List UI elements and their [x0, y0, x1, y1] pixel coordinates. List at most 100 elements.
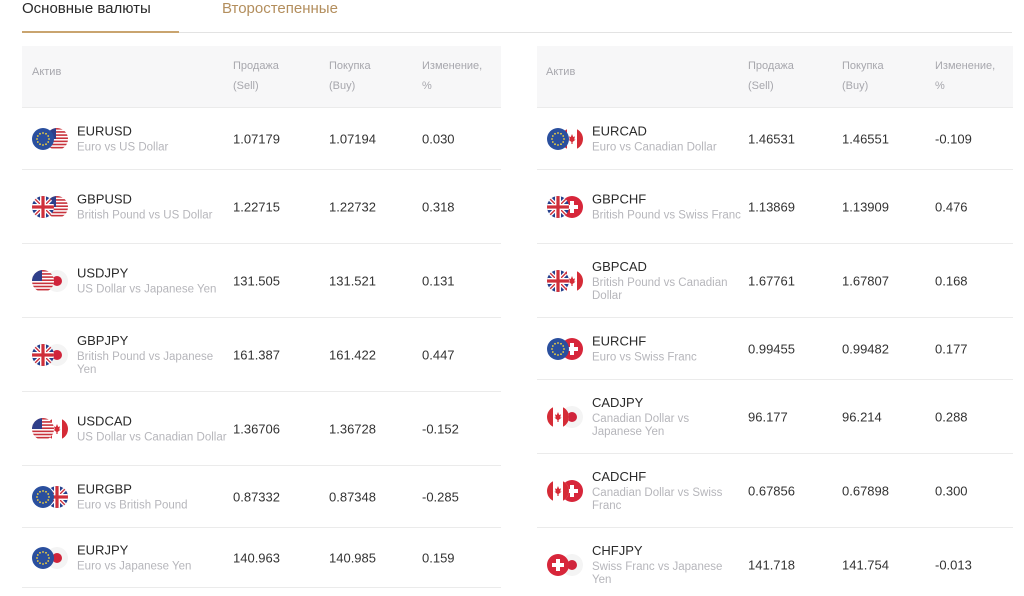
change-percent: 0.318 [422, 199, 455, 214]
asset-code[interactable]: CHFJPY [592, 542, 643, 558]
currency-pair-flags [547, 405, 583, 428]
currency-tabs: Основные валюты Второстепенные [22, 0, 1012, 33]
currency-pair-flags [547, 553, 583, 576]
table-row[interactable]: GBPCAD British Pound vs Canadian Dollar 1.… [537, 244, 1013, 318]
asset-description: US Dollar vs Canadian Dollar [77, 431, 227, 443]
change-percent: -0.285 [422, 489, 459, 504]
change-percent: 0.030 [422, 131, 455, 146]
asset-code[interactable]: EURUSD [77, 123, 132, 138]
asset-code[interactable]: GBPCAD [592, 258, 647, 274]
table-row[interactable]: CADJPY Canadian Dollar vs Japanese Yen 96.… [537, 380, 1013, 454]
asset-cell: EURCAD Euro vs Canadian Dollar [592, 123, 742, 154]
change-sublabel: % [935, 80, 945, 92]
currency-pair-flags [32, 343, 68, 366]
sell-price: 1.13869 [748, 199, 795, 214]
table-row[interactable]: USDCAD US Dollar vs Canadian Dollar 1.3670… [22, 392, 501, 466]
gb-flag-icon [547, 195, 569, 218]
buy-price: 1.07194 [329, 131, 376, 146]
asset-cell: GBPCAD British Pound vs Canadian Dollar [592, 259, 742, 303]
asset-code[interactable]: EURCAD [592, 123, 647, 138]
column-header-change: Изменение, % [422, 56, 482, 96]
asset-code[interactable]: EURJPY [77, 542, 129, 557]
asset-description: Euro vs US Dollar [77, 141, 169, 153]
table-row[interactable]: EURUSD Euro vs US Dollar 1.07179 1.07194 0.0… [22, 108, 501, 170]
currency-pair-flags [547, 337, 583, 360]
sell-price: 161.387 [233, 347, 280, 362]
column-header-asset: Актив [546, 66, 576, 78]
sell-sublabel: (Sell) [748, 80, 774, 92]
change-label: Изменение, [935, 60, 996, 72]
asset-code[interactable]: GBPJPY [77, 332, 129, 348]
sell-price: 1.36706 [233, 421, 280, 436]
ch-flag-icon [547, 553, 569, 576]
eu-flag-icon [547, 127, 569, 150]
table-row[interactable]: EURGBP Euro vs British Pound 0.87332 0.8734… [22, 466, 501, 528]
asset-cell: GBPUSD British Pound vs US Dollar [77, 191, 227, 222]
sell-price: 1.46531 [748, 131, 795, 146]
currency-pair-flags [32, 269, 68, 292]
asset-description: US Dollar vs Japanese Yen [77, 283, 217, 295]
asset-code[interactable]: USDJPY [77, 265, 129, 280]
asset-code[interactable]: CADJPY [592, 394, 644, 410]
asset-description: Canadian Dollar vs Swiss Franc [592, 486, 723, 512]
buy-price: 141.754 [842, 557, 889, 572]
gb-flag-icon [32, 195, 54, 218]
table-row[interactable]: EURCAD Euro vs Canadian Dollar 1.46531 1.46… [537, 108, 1013, 170]
asset-cell: EURUSD Euro vs US Dollar [77, 123, 227, 154]
change-percent: 0.288 [935, 409, 968, 424]
eu-flag-icon [32, 546, 54, 569]
ca-flag-icon [547, 405, 569, 428]
table-body: EURCAD Euro vs Canadian Dollar 1.46531 1.46… [537, 108, 1013, 596]
buy-price: 0.99482 [842, 341, 889, 356]
buy-price: 161.422 [329, 347, 376, 362]
sell-price: 96.177 [748, 409, 788, 424]
table-row[interactable]: CHFJPY Swiss Franc vs Japanese Yen 141.718… [537, 528, 1013, 596]
table-row[interactable]: GBPUSD British Pound vs US Dollar 1.22715 1… [22, 170, 501, 244]
column-header-buy: Покупка (Buy) [329, 56, 371, 96]
asset-code[interactable]: CADCHF [592, 468, 647, 484]
table-row[interactable]: CADCHF Canadian Dollar vs Swiss Franc 0.67… [537, 454, 1013, 528]
currency-pair-flags [547, 195, 583, 218]
asset-code[interactable]: GBPUSD [77, 191, 132, 206]
table-header: Актив Продажа (Sell) Покупка (Buy) Измен… [22, 46, 501, 108]
buy-sublabel: (Buy) [842, 80, 869, 92]
table-row[interactable]: GBPCHF British Pound vs Swiss Franc 1.1386… [537, 170, 1013, 244]
asset-description: British Pound vs Canadian Dollar [592, 276, 728, 302]
asset-cell: USDCAD US Dollar vs Canadian Dollar [77, 413, 227, 444]
asset-code[interactable]: EURGBP [77, 481, 132, 496]
gb-flag-icon [32, 343, 54, 366]
tab-minor-currencies[interactable]: Второстепенные [222, 0, 338, 17]
sell-price: 1.22715 [233, 199, 280, 214]
sell-sublabel: (Sell) [233, 80, 259, 92]
table-row[interactable]: EURJPY Euro vs Japanese Yen 140.963 140.985… [22, 528, 501, 588]
buy-price: 1.46551 [842, 131, 889, 146]
eu-flag-icon [32, 485, 54, 508]
asset-description: Euro vs British Pound [77, 499, 188, 511]
asset-description: Canadian Dollar vs Japanese Yen [592, 412, 690, 438]
table-row[interactable]: USDJPY US Dollar vs Japanese Yen 131.505 13… [22, 244, 501, 318]
asset-code[interactable]: USDCAD [77, 413, 132, 428]
buy-sublabel: (Buy) [329, 80, 356, 92]
currency-pair-flags [32, 195, 68, 218]
sell-price: 140.963 [233, 550, 280, 565]
ca-flag-icon [547, 479, 569, 502]
table-row[interactable]: EURCHF Euro vs Swiss Franc 0.99455 0.99482 0… [537, 318, 1013, 380]
asset-cell: GBPCHF British Pound vs Swiss Franc [592, 191, 742, 222]
buy-price: 131.521 [329, 273, 376, 288]
asset-code[interactable]: EURCHF [592, 333, 647, 348]
currency-pair-flags [547, 479, 583, 502]
asset-description: Euro vs Japanese Yen [77, 560, 192, 572]
change-sublabel: % [422, 80, 432, 92]
us-flag-icon [32, 417, 54, 440]
table-row[interactable]: GBPJPY British Pound vs Japanese Yen 161.3… [22, 318, 501, 392]
sell-price: 131.505 [233, 273, 280, 288]
change-percent: 0.168 [935, 273, 968, 288]
buy-price: 1.67807 [842, 273, 889, 288]
asset-description: British Pound vs US Dollar [77, 209, 213, 221]
change-percent: 0.131 [422, 273, 455, 288]
asset-description: Swiss Franc vs Japanese Yen [592, 560, 723, 586]
sell-price: 1.07179 [233, 131, 280, 146]
buy-label: Покупка [329, 60, 371, 72]
tab-major-currencies[interactable]: Основные валюты [22, 0, 179, 33]
asset-code[interactable]: GBPCHF [592, 191, 647, 206]
